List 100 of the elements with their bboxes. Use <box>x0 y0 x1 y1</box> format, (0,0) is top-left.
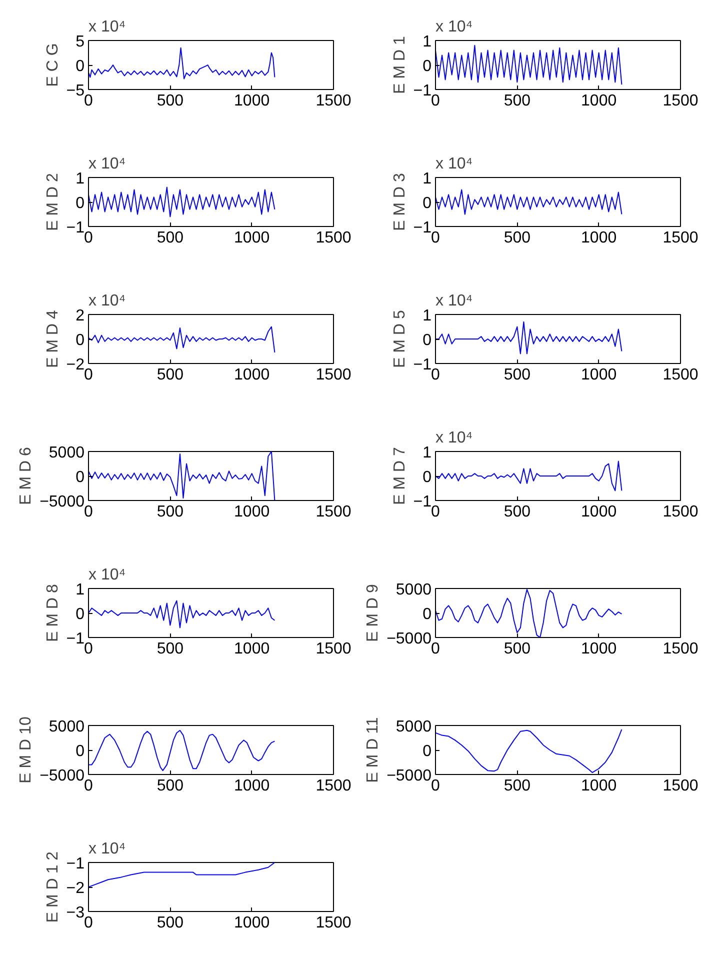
y-tick-label: 0 <box>76 195 85 212</box>
y-axis-title: E M D 1 2 <box>44 851 62 923</box>
y-tick-label: 0 <box>422 469 432 486</box>
y-tick-label: −5 <box>66 82 85 100</box>
line-series <box>88 47 276 80</box>
y-tick-label: 1 <box>76 582 85 598</box>
y-tick-label: 1 <box>422 170 432 188</box>
x-tick-label: 1500 <box>662 230 698 246</box>
text: x 10⁴ <box>436 18 473 36</box>
x-tick-label: 500 <box>504 366 531 384</box>
x-tick-label: 500 <box>156 92 184 110</box>
x-tick-label: 1000 <box>581 640 617 658</box>
x-tick-label: 1500 <box>316 504 352 520</box>
y-tick-label: −1 <box>413 220 432 236</box>
y-tick-label: 0 <box>76 58 85 75</box>
y-tick-label: 1 <box>76 170 85 188</box>
y-axis-title: E M D 10 <box>18 716 35 784</box>
y-axis-title: E M D 2 <box>44 173 62 231</box>
x-tick-label: 500 <box>156 366 184 384</box>
y-tick-label: −5000 <box>40 768 85 784</box>
y-tick-label: 0 <box>422 58 432 75</box>
x-tick-label: 1000 <box>581 504 617 520</box>
y-tick-label: −1 <box>66 856 85 872</box>
line-series <box>88 452 276 500</box>
y-tick-label: 5000 <box>48 444 85 462</box>
line-series <box>88 186 276 218</box>
x-tick-label: 500 <box>504 778 531 794</box>
x-tick-label: 500 <box>504 640 531 658</box>
x-tick-label: 1500 <box>662 92 698 110</box>
x-tick-label: 1000 <box>234 230 270 246</box>
x-tick-label: 1000 <box>581 366 617 384</box>
y-tick-label: 0 <box>422 332 432 349</box>
y-axis-title: E M D 5 <box>391 310 408 368</box>
y-tick-label: 1 <box>422 308 432 324</box>
x-tick-label: 1500 <box>316 366 352 384</box>
text: x 10⁴ <box>436 156 473 172</box>
x-tick-label: 1500 <box>662 778 698 794</box>
y-axis-title: E M D 11 <box>364 717 382 783</box>
y-tick-label: 0 <box>422 606 432 623</box>
line-series <box>436 728 622 774</box>
x-tick-label: 500 <box>504 230 531 246</box>
line-series <box>436 189 622 215</box>
y-axis-title: E M D 3 <box>391 173 408 231</box>
x-tick-label: 1500 <box>316 914 352 932</box>
x-tick-label: 500 <box>504 504 531 520</box>
x-tick-label: 500 <box>156 640 184 658</box>
x-tick-label: 1000 <box>581 230 617 246</box>
y-tick-label: −2 <box>66 880 85 897</box>
y-tick-label: −1 <box>413 82 432 100</box>
y-tick-label: 0 <box>422 743 432 760</box>
y-tick-label: −1 <box>66 220 85 236</box>
text: x 10⁴ <box>88 840 126 858</box>
y-tick-label: −5000 <box>386 630 432 648</box>
y-tick-label: 0 <box>76 332 85 349</box>
x-tick-label: 500 <box>156 230 184 246</box>
y-axis-title: E M D 6 <box>18 447 35 505</box>
line-series <box>436 588 622 638</box>
x-tick-label: 1000 <box>234 366 270 384</box>
text: x 10⁴ <box>88 566 126 584</box>
y-axis-title: E M D 4 <box>44 310 62 368</box>
y-tick-label: 5000 <box>48 718 85 736</box>
x-tick-label: 1000 <box>234 778 270 794</box>
x-tick-label: 500 <box>156 504 184 520</box>
y-tick-label: 0 <box>76 743 85 760</box>
y-axis-title: E C G <box>44 43 62 87</box>
y-tick-label: 0 <box>76 606 85 623</box>
x-tick-label: 500 <box>504 92 531 110</box>
y-axis-title: E M D 1 <box>391 36 408 94</box>
y-axis-title: E M D 8 <box>44 584 62 642</box>
line-series <box>436 321 622 354</box>
x-tick-label: 1000 <box>234 640 270 658</box>
line-series <box>436 44 622 86</box>
line-series <box>88 326 276 353</box>
y-tick-label: 5 <box>76 34 85 50</box>
y-tick-label: −1 <box>413 356 432 374</box>
y-tick-label: 2 <box>76 308 85 324</box>
y-tick-label: −5000 <box>386 768 432 784</box>
y-tick-label: 5000 <box>396 582 432 598</box>
y-tick-label: 0 <box>422 195 432 212</box>
line-series <box>436 460 622 492</box>
y-tick-label: −3 <box>66 904 85 922</box>
y-tick-label: −1 <box>413 494 432 510</box>
y-tick-label: −2 <box>66 356 85 374</box>
x-tick-label: 1500 <box>662 366 698 384</box>
x-tick-label: 1500 <box>662 504 698 520</box>
y-axis-title: E M D 9 <box>364 584 382 642</box>
x-tick-label: 500 <box>156 914 184 932</box>
text: x 10⁴ <box>436 430 473 446</box>
line-series <box>88 600 276 628</box>
text: x 10⁴ <box>88 156 126 172</box>
y-tick-label: 1 <box>422 34 432 50</box>
y-tick-label: −5000 <box>40 494 85 510</box>
text: x 10⁴ <box>88 18 126 36</box>
x-tick-label: 1500 <box>316 230 352 246</box>
x-tick-label: 1500 <box>662 640 698 658</box>
y-tick-label: 0 <box>76 469 85 486</box>
line-series <box>88 862 276 888</box>
text: x 10⁴ <box>436 292 473 310</box>
x-tick-label: 500 <box>156 778 184 794</box>
line-series <box>88 730 276 772</box>
